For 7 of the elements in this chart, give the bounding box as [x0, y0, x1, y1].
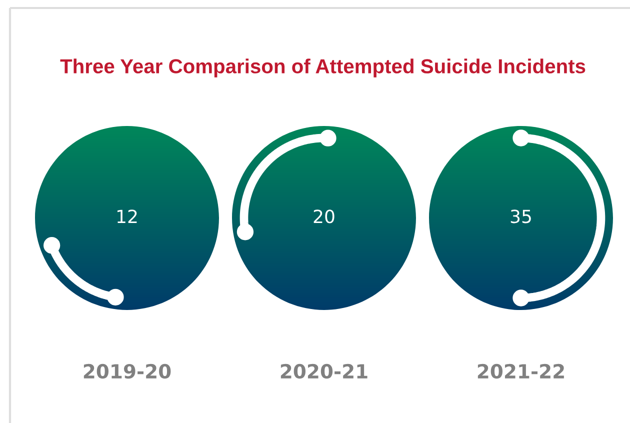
category-label: 2020-21: [280, 364, 368, 379]
data-label: 12: [117, 210, 137, 223]
category-label: 2019-20: [84, 364, 171, 379]
data-label: 20: [314, 210, 334, 224]
text: Three Year Comparison of Attempted Suicide Incidents: [60, 58, 586, 78]
category-label: 2021-22: [478, 364, 564, 379]
data-label: 35: [510, 210, 531, 224]
